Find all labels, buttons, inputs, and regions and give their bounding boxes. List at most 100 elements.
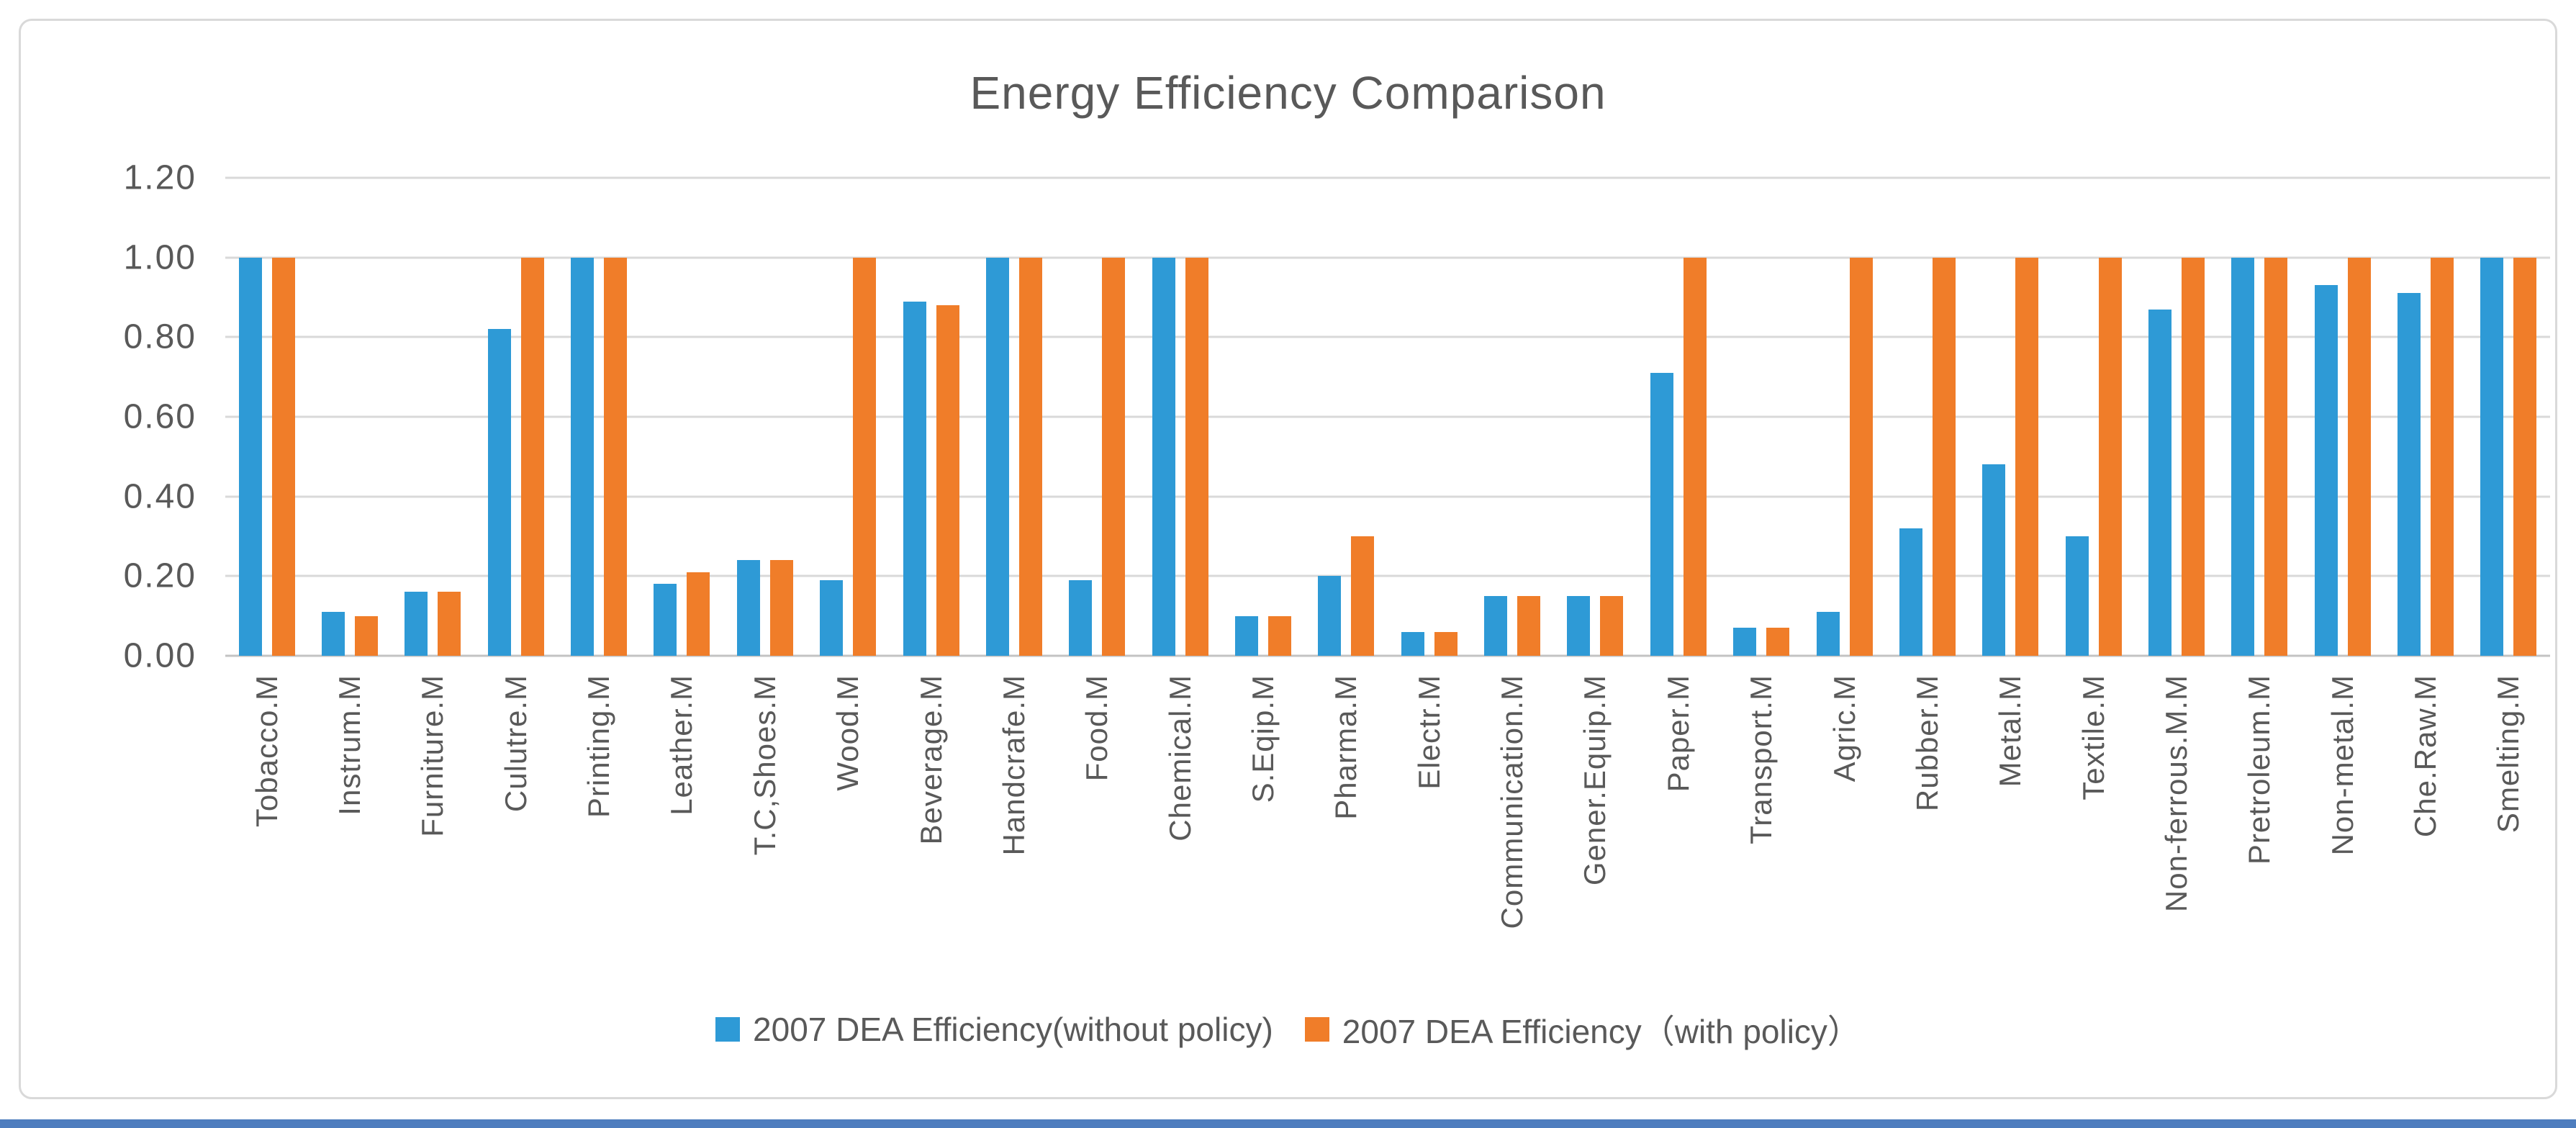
bar-Food.M — [1069, 579, 1093, 656]
x-cell-Pharma.M: Pharma.M — [1305, 674, 1388, 991]
x-label-Che.Raw.M: Che.Raw.M — [2408, 674, 2443, 838]
category-Chemical.M — [1139, 178, 1221, 656]
category-Rubber.M — [1886, 178, 1969, 656]
x-cell-Wood.M: Wood.M — [807, 674, 890, 991]
bar-Communication.M — [1484, 596, 1508, 656]
x-cell-Furniture.M: Furniture.M — [392, 674, 474, 991]
bar-Electr.M — [1401, 631, 1424, 656]
bar-Agric.M — [1816, 612, 1840, 656]
x-cell-Beverage.M: Beverage.M — [890, 674, 972, 991]
x-cell-Pretroleum.M: Pretroleum.M — [2218, 674, 2301, 991]
x-cell-T.C,Shoes.M: T.C,Shoes.M — [723, 674, 806, 991]
x-label-Transport.M: Transport.M — [1744, 674, 1779, 844]
bar-Smelting.M — [2513, 257, 2537, 656]
category-Agric.M — [1803, 178, 1886, 656]
bar-Agric.M — [1849, 257, 1873, 656]
category-Food.M — [1056, 178, 1139, 656]
x-cell-Instrum.M: Instrum.M — [308, 674, 391, 991]
x-label-Pretroleum.M: Pretroleum.M — [2242, 674, 2277, 865]
category-Furniture.M — [392, 178, 474, 656]
bar-Handcrafe.M — [985, 257, 1009, 656]
category-Culutre.M — [474, 178, 557, 656]
bar-Pharma.M — [1351, 536, 1375, 656]
x-cell-Food.M: Food.M — [1056, 674, 1139, 991]
y-tick-label-0.40: 0.40 — [123, 477, 196, 516]
y-tick-label-0.20: 0.20 — [123, 556, 196, 595]
x-cell-Handcrafe.M: Handcrafe.M — [972, 674, 1055, 991]
bar-Metal.M — [2015, 257, 2039, 656]
x-cell-Rubber.M: Rubber.M — [1886, 674, 1969, 991]
x-cell-Paper.M: Paper.M — [1637, 674, 1719, 991]
category-Gener.Equip.M — [1554, 178, 1637, 656]
bar-Culutre.M — [487, 329, 511, 656]
bars-row — [225, 178, 2550, 656]
legend-label: 2007 DEA Efficiency（with policy） — [1342, 1013, 1861, 1050]
x-label-Smelting.M: Smelting.M — [2491, 674, 2526, 834]
bar-Leather.M — [687, 572, 710, 656]
bar-Paper.M — [1650, 373, 1673, 656]
x-cell-Transport.M: Transport.M — [1719, 674, 1802, 991]
bar-Pretroleum.M — [2231, 257, 2255, 656]
y-tick-label-1.20: 1.20 — [123, 158, 196, 197]
chart-frame: Energy Efficiency Comparison 1.20 1.00 0.8… — [19, 19, 2557, 1099]
bar-Beverage.M — [936, 305, 959, 656]
x-label-Furniture.M: Furniture.M — [415, 674, 450, 837]
bar-Textile.M — [2065, 536, 2089, 656]
x-cell-Tobacco.M: Tobacco.M — [225, 674, 308, 991]
bar-Handcrafe.M — [1018, 257, 1042, 656]
x-cell-Chemical.M: Chemical.M — [1139, 674, 1221, 991]
x-label-Tobacco.M: Tobacco.M — [249, 674, 284, 828]
legend-item-0: 2007 DEA Efficiency(without policy) — [715, 1010, 1273, 1049]
category-Electr.M — [1388, 178, 1470, 656]
bar-Non-metal.M — [2314, 285, 2338, 656]
category-Tobacco.M — [225, 178, 308, 656]
x-label-S.Eqip.M: S.Eqip.M — [1245, 674, 1280, 803]
x-label-Communication.M: Communication.M — [1495, 674, 1529, 929]
gridline-0.60 — [225, 415, 2550, 418]
gridline-0.80 — [225, 335, 2550, 338]
legend: 2007 DEA Efficiency(without policy) 2007 … — [21, 1006, 2555, 1053]
gridline-1.00 — [225, 256, 2550, 259]
x-label-Handcrafe.M: Handcrafe.M — [996, 674, 1031, 856]
bar-Furniture.M — [405, 592, 428, 656]
x-label-T.C,Shoes.M: T.C,Shoes.M — [747, 674, 782, 856]
bar-T.C,Shoes.M — [769, 560, 793, 656]
bar-Smelting.M — [2480, 257, 2504, 656]
x-label-Agric.M: Agric.M — [1827, 674, 1861, 782]
bar-Food.M — [1102, 257, 1126, 656]
bar-Chemical.M — [1185, 257, 1208, 656]
bar-Electr.M — [1434, 631, 1458, 656]
bar-Non-ferrous.M.M — [2181, 257, 2205, 656]
chart-title: Energy Efficiency Comparison — [970, 67, 1606, 119]
x-axis: Tobacco.M Instrum.M Furniture.M Culutre.M Pr… — [225, 674, 2550, 991]
category-S.Eqip.M — [1221, 178, 1304, 656]
x-label-Metal.M: Metal.M — [1993, 674, 2028, 788]
category-Non-ferrous.M.M — [2135, 178, 2218, 656]
bar-Transport.M — [1766, 628, 1790, 656]
plot-area — [225, 176, 2550, 657]
category-Wood.M — [807, 178, 890, 656]
category-Communication.M — [1470, 178, 1553, 656]
bar-S.Eqip.M — [1234, 615, 1258, 656]
x-cell-Communication.M: Communication.M — [1470, 674, 1553, 991]
x-label-Non-metal.M: Non-metal.M — [2325, 674, 2359, 856]
x-label-Rubber.M: Rubber.M — [1910, 674, 1944, 812]
bar-Paper.M — [1683, 257, 1707, 656]
bar-Communication.M — [1517, 596, 1541, 656]
bar-Leather.M — [654, 584, 677, 656]
x-cell-Gener.Equip.M: Gener.Equip.M — [1554, 674, 1637, 991]
bar-Printing.M — [571, 257, 595, 656]
x-label-Wood.M: Wood.M — [831, 674, 865, 791]
category-Pharma.M — [1305, 178, 1388, 656]
x-label-Printing.M: Printing.M — [582, 674, 616, 818]
x-label-Textile.M: Textile.M — [2076, 674, 2110, 800]
category-Che.Raw.M — [2384, 178, 2467, 656]
x-cell-Metal.M: Metal.M — [1969, 674, 2052, 991]
x-label-Gener.Equip.M: Gener.Equip.M — [1578, 674, 1612, 886]
x-cell-Smelting.M: Smelting.M — [2467, 674, 2550, 991]
category-Leather.M — [641, 178, 723, 656]
bar-Culutre.M — [520, 257, 544, 656]
bar-Tobacco.M — [238, 257, 262, 656]
legend-swatch-icon — [1304, 1017, 1329, 1042]
bar-S.Eqip.M — [1267, 615, 1291, 656]
